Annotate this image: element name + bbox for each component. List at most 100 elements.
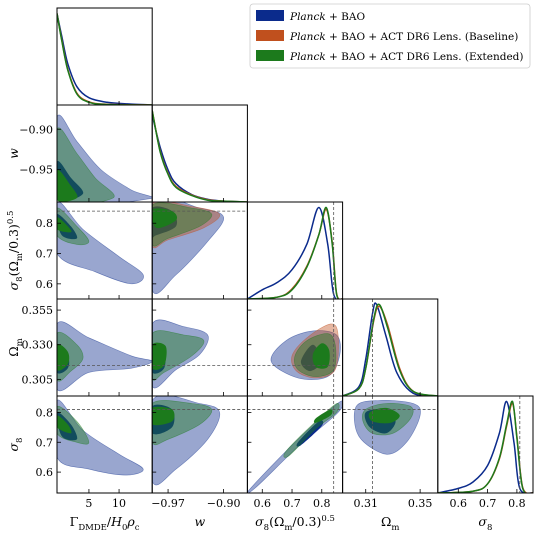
panel-frame <box>151 104 248 203</box>
contour-outer <box>57 207 90 246</box>
legend-label: Planck + BAO + ACT DR6 Lens. (Baseline) <box>289 31 518 43</box>
x-tick-label: 0.7 <box>479 497 497 510</box>
density-curve <box>342 303 438 396</box>
label-part: + BAO + ACT DR6 Lens. (Baseline) <box>326 31 519 43</box>
legend-label: Planck + BAO + ACT DR6 Lens. (Extended) <box>289 51 524 63</box>
label-part: (Ω <box>6 261 21 276</box>
label-part: 8 <box>264 523 269 533</box>
y-axis-label: σ8 <box>6 438 25 452</box>
legend-box <box>249 3 531 69</box>
contour-inner <box>152 406 175 426</box>
label-part: σ <box>6 281 21 290</box>
label-part: Planck <box>289 31 326 43</box>
label-part: H <box>110 514 123 529</box>
x-axis-label: ΓDMDE/H0ρc <box>70 514 140 533</box>
legend-swatch <box>256 50 284 61</box>
y-tick-label: 0.330 <box>22 339 54 352</box>
x-axis-label: Ωm <box>381 514 399 533</box>
x-tick-label: 0.7 <box>283 497 301 510</box>
x-tick-label: 0.8 <box>313 497 331 510</box>
x-axis-label: σ8(Ωm/0.3)0.5 <box>255 514 335 533</box>
x-tick-label: 0.8 <box>508 497 526 510</box>
panel-frame <box>437 395 534 494</box>
label-part: /0.3) <box>6 224 21 253</box>
label-part: σ <box>6 442 21 451</box>
label-part: Ω <box>6 346 21 356</box>
label-part: (Ω <box>269 514 284 529</box>
y-tick-label: 0.305 <box>22 373 54 386</box>
contour-inner <box>152 208 178 229</box>
contour-outer <box>57 405 90 445</box>
contour-inner <box>296 420 324 447</box>
x-axis-label: w <box>194 514 205 529</box>
y-tick-label: 0.8 <box>36 406 54 419</box>
x-tick-label: 0.31 <box>353 497 378 510</box>
density-curve <box>342 302 438 396</box>
contour-inner <box>368 407 400 424</box>
contour-inner <box>57 415 72 434</box>
y-axis-label: w <box>6 148 21 159</box>
x-axis-label: σ8 <box>478 514 492 533</box>
y-axis-label: Ωm <box>6 338 25 356</box>
label-part: 0 <box>122 523 127 533</box>
x-tick-label: 0.35 <box>408 497 433 510</box>
contour-inner <box>57 344 70 371</box>
x-tick-label: −0.97 <box>151 497 185 510</box>
density-curve <box>247 206 343 299</box>
contour-inner <box>152 342 167 370</box>
density-curve <box>152 114 248 202</box>
label-part: DMDE <box>78 523 107 533</box>
label-part: m <box>15 338 25 346</box>
y-tick-label: 0.6 <box>36 466 54 479</box>
label-part: Planck <box>289 11 326 23</box>
density-curve <box>437 400 533 493</box>
contour-outer <box>57 399 144 476</box>
label-part: m <box>284 523 292 533</box>
label-part: Planck <box>289 51 326 63</box>
label-part: ρ <box>126 514 135 529</box>
legend-swatch <box>256 10 284 21</box>
legend-swatch <box>256 30 284 41</box>
x-tick-label: 5 <box>85 497 92 510</box>
label-part: Γ <box>70 514 79 529</box>
label-part: 8 <box>15 438 25 443</box>
label-part: m <box>391 523 399 533</box>
y-tick-label: −0.95 <box>19 164 53 177</box>
x-tick-label: 0.6 <box>254 497 272 510</box>
density-curve <box>57 13 153 105</box>
panel-frame <box>342 298 439 397</box>
y-tick-label: 0.8 <box>36 217 54 230</box>
label-part: 8 <box>15 276 25 281</box>
density-curve <box>57 13 153 105</box>
label-part: 0.5 <box>6 211 16 225</box>
label-part: σ <box>478 514 487 529</box>
y-tick-label: 0.355 <box>22 304 54 317</box>
density-curve <box>57 13 153 105</box>
label-part: m <box>15 253 25 261</box>
panel-frame <box>56 7 153 106</box>
density-curve <box>152 110 248 202</box>
panel-frame <box>342 395 439 494</box>
density-curve <box>437 400 533 493</box>
contour-outer <box>57 202 144 285</box>
y-axis-label: σ8(Ωm/0.3)0.5 <box>6 211 25 291</box>
label-part: + BAO + ACT DR6 Lens. (Extended) <box>326 51 524 63</box>
contour-inner <box>57 169 78 202</box>
label-part: /0.3) <box>292 514 321 529</box>
x-tick-label: −0.90 <box>207 497 241 510</box>
y-tick-label: 0.6 <box>36 278 54 291</box>
label-part: w <box>194 514 205 529</box>
density-curve <box>152 110 248 202</box>
y-tick-label: 0.7 <box>36 436 54 449</box>
x-tick-label: 10 <box>112 497 126 510</box>
label-part: Ω <box>381 514 391 529</box>
contour-inner <box>313 409 333 423</box>
label-part: σ <box>255 514 264 529</box>
x-tick-label: 0.6 <box>450 497 468 510</box>
contour-outer <box>57 114 153 202</box>
density-curve <box>247 206 343 299</box>
label-part: c <box>135 523 140 533</box>
label-part: 0.5 <box>321 514 335 524</box>
label-part: w <box>6 148 21 159</box>
